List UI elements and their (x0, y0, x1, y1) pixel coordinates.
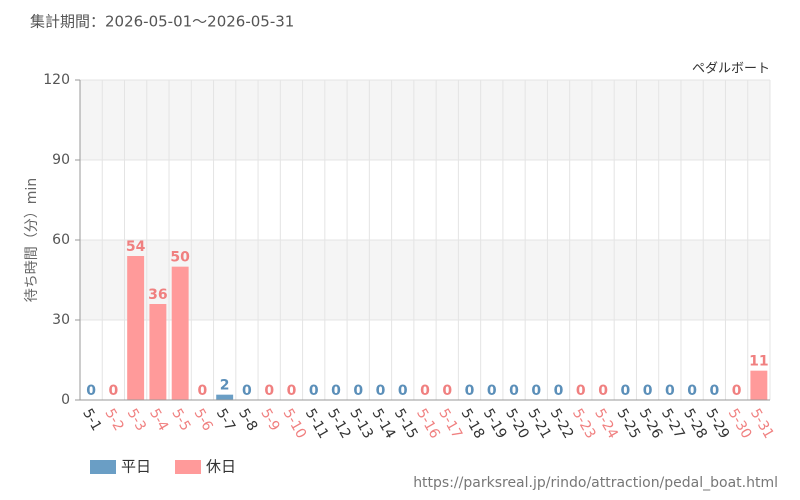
data-label: 0 (198, 383, 208, 399)
legend-label: 休日 (206, 458, 236, 476)
data-label: 0 (554, 383, 564, 399)
source-url: https://parksreal.jp/rindo/attraction/pe… (413, 475, 778, 491)
data-label: 0 (598, 383, 608, 399)
y-tick-label: 60 (52, 232, 70, 248)
data-label: 0 (353, 383, 363, 399)
data-label: 0 (531, 383, 541, 399)
x-tick-label: 5-2 (101, 406, 126, 434)
x-tick-label: 5-8 (235, 406, 260, 434)
data-label: 0 (620, 383, 630, 399)
data-label: 36 (148, 287, 167, 303)
bar (216, 394, 234, 400)
grid-band (80, 80, 770, 160)
data-label: 0 (709, 383, 719, 399)
data-label: 0 (264, 383, 274, 399)
legend-label: 平日 (121, 458, 151, 476)
y-tick-label: 0 (61, 392, 70, 408)
y-tick-label: 90 (52, 152, 70, 168)
bar (171, 266, 189, 400)
data-label: 0 (86, 383, 96, 399)
data-label: 0 (242, 383, 252, 399)
data-label: 0 (442, 383, 452, 399)
bar (750, 370, 768, 400)
x-tick-label: 5-9 (257, 406, 282, 434)
y-tick-label: 30 (52, 312, 70, 328)
data-label: 0 (109, 383, 119, 399)
legend-swatch (175, 460, 201, 474)
data-label: 0 (376, 383, 386, 399)
x-tick-label: 5-5 (168, 406, 193, 434)
x-tick-label: 5-3 (124, 406, 149, 434)
data-label: 0 (732, 383, 742, 399)
data-label: 0 (509, 383, 519, 399)
data-label: 11 (749, 354, 768, 370)
grid-band (80, 240, 770, 320)
data-label: 2 (220, 378, 230, 394)
x-tick-label: 5-31 (747, 406, 777, 442)
data-label: 0 (576, 383, 586, 399)
y-axis-label: 待ち時間（分）min (24, 178, 40, 302)
data-label: 0 (398, 383, 408, 399)
bar (127, 256, 145, 400)
x-tick-label: 5-1 (79, 406, 104, 434)
data-label: 0 (287, 383, 297, 399)
legend-swatch (90, 460, 116, 474)
x-tick-label: 5-4 (146, 406, 171, 434)
data-label: 0 (420, 383, 430, 399)
data-label: 0 (687, 383, 697, 399)
data-label: 0 (309, 383, 319, 399)
x-tick-label: 5-7 (213, 406, 238, 434)
data-label: 0 (465, 383, 475, 399)
data-label: 0 (331, 383, 341, 399)
data-label: 0 (665, 383, 675, 399)
data-label: 0 (487, 383, 497, 399)
annotation: ペダルボート (692, 62, 770, 77)
x-tick-label: 5-6 (190, 406, 215, 434)
data-label: 54 (126, 239, 146, 255)
y-tick-label: 120 (43, 72, 70, 88)
data-label: 0 (643, 383, 653, 399)
chart-title: 集計期間：2026-05-01～2026-05-31 (30, 13, 294, 31)
bar (149, 304, 167, 400)
data-label: 50 (170, 250, 190, 266)
